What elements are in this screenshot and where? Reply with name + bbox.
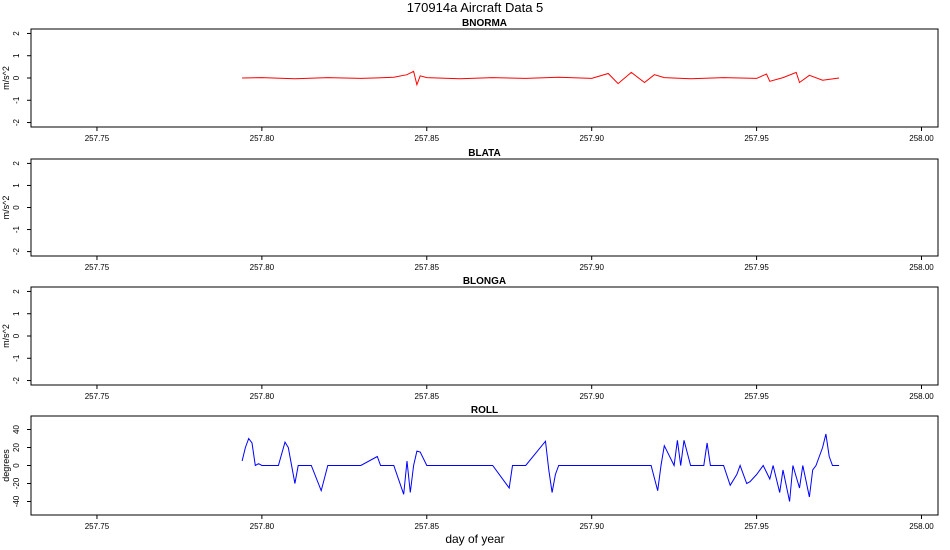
y-tick-label: -2 xyxy=(12,247,21,255)
y-tick-label: -1 xyxy=(12,354,21,362)
y-tick-label: 2 xyxy=(12,31,21,36)
x-tick-label: 257.80 xyxy=(250,522,275,531)
panel-title: ROLL xyxy=(471,405,498,416)
y-tick-label: 0 xyxy=(12,75,21,80)
y-tick-label: 0 xyxy=(12,463,21,468)
series-line-bnorma xyxy=(242,70,840,87)
x-tick-label: 257.95 xyxy=(744,392,769,401)
x-axis-title: day of year xyxy=(445,532,504,546)
x-tick-label: 257.80 xyxy=(250,134,275,143)
x-tick-label: 257.85 xyxy=(415,263,440,272)
x-tick-label: 257.85 xyxy=(415,522,440,531)
x-tick-label: 257.95 xyxy=(744,263,769,272)
x-tick-label: 257.80 xyxy=(250,392,275,401)
x-tick-label: 257.85 xyxy=(415,392,440,401)
x-tick-label: 258.00 xyxy=(909,392,934,401)
x-tick-label: 257.90 xyxy=(579,263,604,272)
y-tick-label: 2 xyxy=(12,289,21,294)
y-tick-label: 40 xyxy=(12,425,21,434)
x-tick-label: 257.75 xyxy=(85,392,110,401)
figure-title: 170914a Aircraft Data 5 xyxy=(407,0,544,15)
plot-frame xyxy=(30,286,939,386)
y-tick-label: -1 xyxy=(12,96,21,104)
y-tick-label: -1 xyxy=(12,225,21,233)
x-tick-label: 257.95 xyxy=(744,522,769,531)
y-tick-label: 1 xyxy=(12,311,21,316)
y-axis-label: m/s^2 xyxy=(1,196,11,220)
y-axis-label: degrees xyxy=(1,449,11,482)
x-tick-label: 258.00 xyxy=(909,134,934,143)
y-axis-label: m/s^2 xyxy=(1,324,11,348)
y-axis-label: m/s^2 xyxy=(1,66,11,90)
x-tick-label: 258.00 xyxy=(909,522,934,531)
y-tick-label: -2 xyxy=(12,376,21,384)
x-tick-label: 257.90 xyxy=(579,392,604,401)
plot-frame xyxy=(30,158,939,257)
x-tick-label: 257.75 xyxy=(85,134,110,143)
series-line-roll xyxy=(241,433,840,502)
x-tick-label: 257.90 xyxy=(579,522,604,531)
panel-roll: ROLL degrees 257.75 257.80 257.85 257.90 257.9… xyxy=(1,405,939,531)
x-tick-label: 257.80 xyxy=(250,263,275,272)
panel-blonga: BLONGA m/s^2 257.75 257.80 257.85 257.90 257.9… xyxy=(1,276,939,401)
x-tick-label: 257.85 xyxy=(415,134,440,143)
panel-blata: BLATA m/s^2 257.75 257.80 257.85 257.90 257.95… xyxy=(1,148,939,272)
panel-title: BLATA xyxy=(468,148,500,159)
y-tick-label: 0 xyxy=(12,333,21,338)
panel-title: BLONGA xyxy=(463,276,506,287)
y-tick-label: -40 xyxy=(12,495,21,507)
x-tick-label: 257.75 xyxy=(85,522,110,531)
y-tick-label: 1 xyxy=(12,53,21,58)
x-tick-label: 258.00 xyxy=(909,263,934,272)
panels: BNORMA m/s^2 257.75 257.80 257.85 257.90 257.9… xyxy=(1,18,939,531)
y-tick-label: 20 xyxy=(12,443,21,452)
panel-title: BNORMA xyxy=(462,18,507,29)
x-tick-label: 257.90 xyxy=(579,134,604,143)
y-tick-label: 0 xyxy=(12,205,21,210)
x-tick-label: 257.75 xyxy=(85,263,110,272)
y-tick-label: 1 xyxy=(12,183,21,188)
y-tick-label: -20 xyxy=(12,477,21,489)
y-tick-label: 2 xyxy=(12,161,21,166)
panel-bnorma: BNORMA m/s^2 257.75 257.80 257.85 257.90 257.9… xyxy=(1,18,939,143)
y-tick-label: -2 xyxy=(12,118,21,126)
x-tick-label: 257.95 xyxy=(744,134,769,143)
